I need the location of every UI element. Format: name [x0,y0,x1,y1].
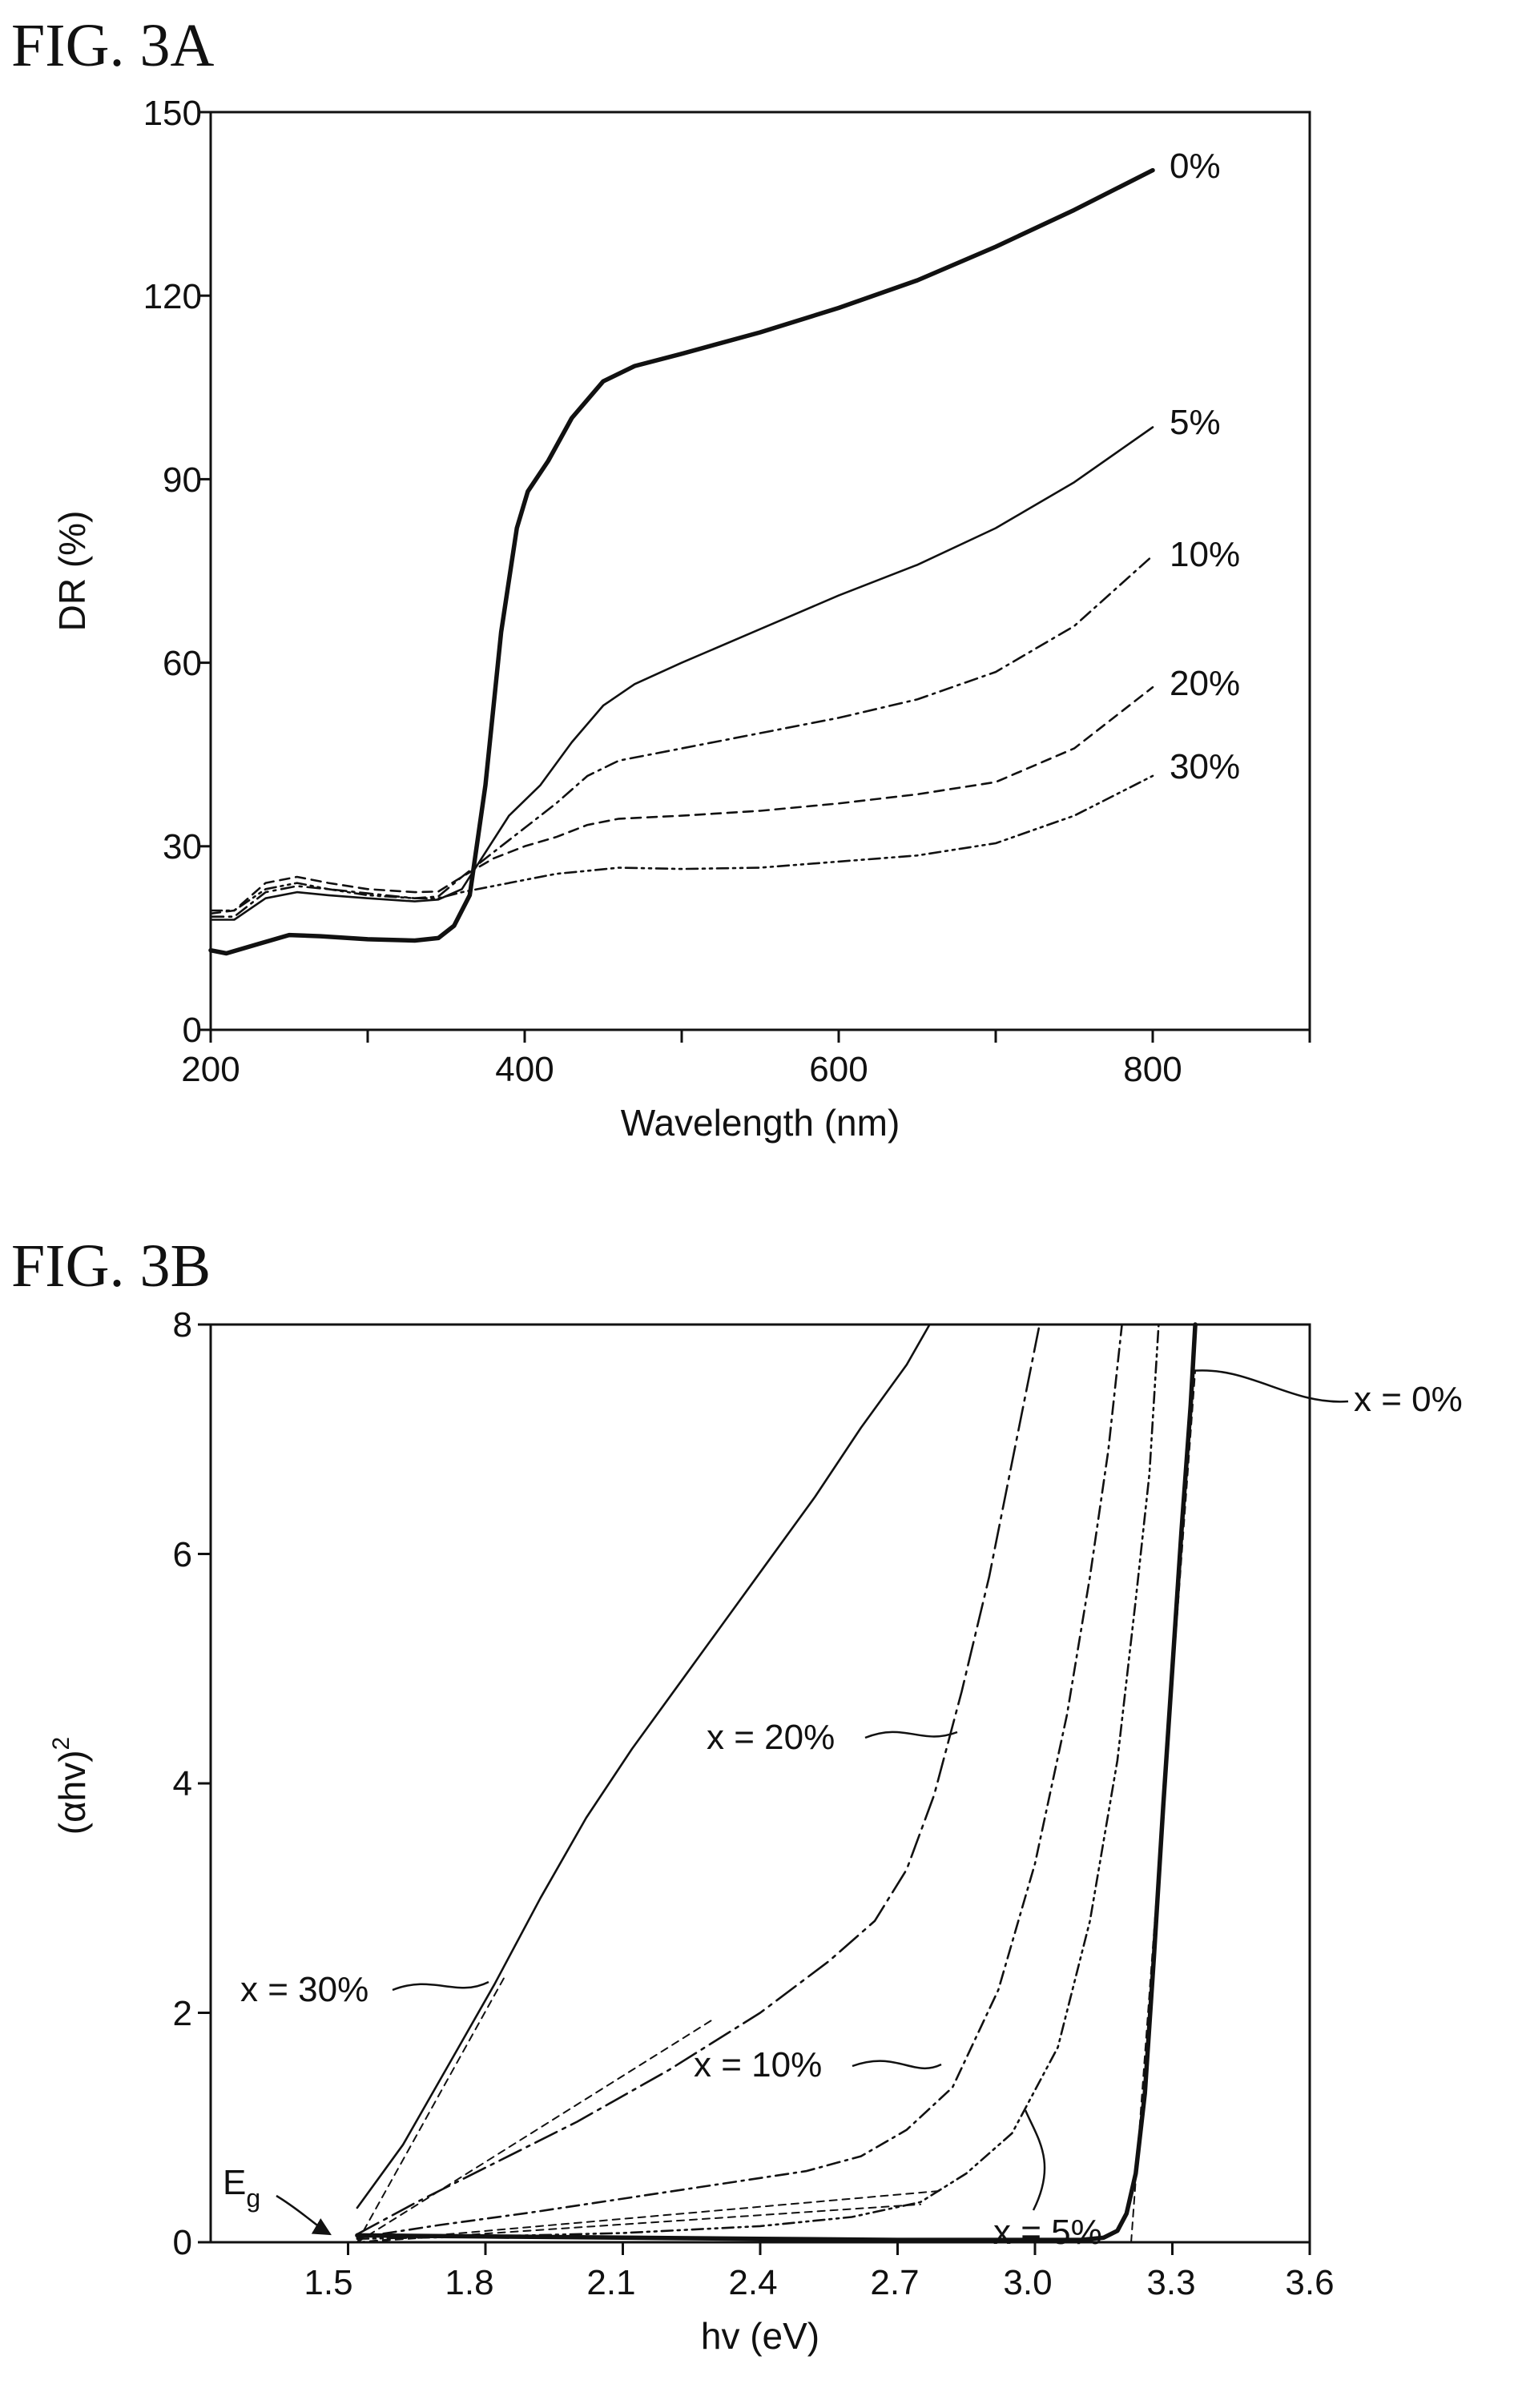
x-tick-label: 3.6 [1285,2263,1334,2302]
series-line-x-5 [356,1323,1160,2240]
series-label-5pct: 5% [1170,403,1221,442]
x-tick-label: 400 [495,1050,554,1089]
y-tick-label: 150 [143,94,202,133]
x-tick-label: 3.0 [1003,2263,1052,2302]
y-axis-label: DR (%) [51,511,93,632]
series-label-20pct: 20% [1170,664,1240,703]
series-line-10 [209,554,1154,918]
plot-frame-3a [209,111,1311,1031]
x-tick-label: 1.5 [304,2263,352,2302]
series-label-30pct: 30% [1170,747,1240,786]
figure-3b-title: FIG. 3B [11,1232,211,1300]
x-tick-label: 2.4 [728,2263,777,2302]
series-label-x-30pct: x = 30% [240,1970,368,2009]
eg-arrow [276,2194,332,2236]
y-axis-label-main: (αhv) [51,1750,93,1835]
y-tick-label: 0 [173,2223,192,2262]
leader-line-x-20pct [864,1731,958,1739]
leader-line-x-0pct [1190,1369,1349,1403]
eg-annotation-main: E [223,2163,246,2202]
y-tick-label: 2 [173,1994,192,2033]
figure-3b: FIG. 3B 0 2 4 6 8 1.5 1.8 2.1 2.4 2.7 3.… [11,1232,1463,2357]
y-tick-label: 6 [173,1535,192,1574]
y-tick-label: 30 [163,827,202,866]
x-tick-label: 200 [181,1050,240,1089]
eg-annotation-subscript: g [246,2184,260,2213]
series-label-x-0pct: x = 0% [1354,1380,1463,1419]
series-line-x-0 [355,1322,1198,2242]
figure-3a-title: FIG. 3A [11,12,214,79]
y-tick-label: 0 [183,1011,202,1050]
series-label-0pct: 0% [1170,147,1221,186]
eg-annotation: Eg [223,2163,260,2213]
leader-line-x-5pct [1024,2109,1046,2211]
x-axis-label: hv (eV) [701,2315,819,2357]
leader-line-x-30pct [392,1980,489,1992]
figure-3a: FIG. 3A 0 30 60 90 120 150 200 400 600 8… [11,12,1311,1144]
series-line-x-10 [356,1323,1123,2239]
axis-ticks-3a [198,111,1311,1043]
x-tick-label: 2.7 [870,2263,919,2302]
tangent-line [356,1977,505,2243]
axis-ticks-3b [198,1323,1311,2255]
curves-3a [208,167,1155,956]
svg-text:(αhv)2: (αhv)2 [48,1737,93,1835]
y-axis-label: (αhv)2 [48,1737,93,1835]
x-tick-label: 1.8 [445,2263,493,2302]
series-line-x-20 [356,1323,1041,2236]
y-tick-label: 90 [163,460,202,500]
y-axis-label-superscript: 2 [48,1737,74,1751]
series-line-20 [209,685,1154,915]
leader-line-x-10pct [852,2060,942,2069]
x-axis-label: Wavelength (nm) [621,1102,900,1144]
series-label-x-20pct: x = 20% [707,1718,835,1757]
tangent-lines-3b [356,1369,1197,2243]
y-tick-label: 60 [163,644,202,683]
series-line-5 [209,426,1154,921]
x-tick-label: 800 [1123,1050,1182,1089]
y-tick-label: 8 [173,1305,192,1345]
series-label-x-5pct: x = 5% [993,2213,1102,2252]
series-line-0 [208,167,1155,956]
curves-3b [355,1322,1198,2242]
series-label-10pct: 10% [1170,535,1240,574]
y-tick-label: 4 [173,1764,192,1803]
x-tick-label: 3.3 [1146,2263,1195,2302]
tangent-line [356,2189,944,2243]
tangent-line [356,2017,715,2243]
series-line-30 [209,774,1154,912]
x-tick-label: 2.1 [586,2263,635,2302]
series-label-x-10pct: x = 10% [694,2045,822,2084]
x-tick-label: 600 [809,1050,868,1089]
y-tick-label: 120 [143,277,202,316]
series-line-x-30 [356,1323,931,2209]
